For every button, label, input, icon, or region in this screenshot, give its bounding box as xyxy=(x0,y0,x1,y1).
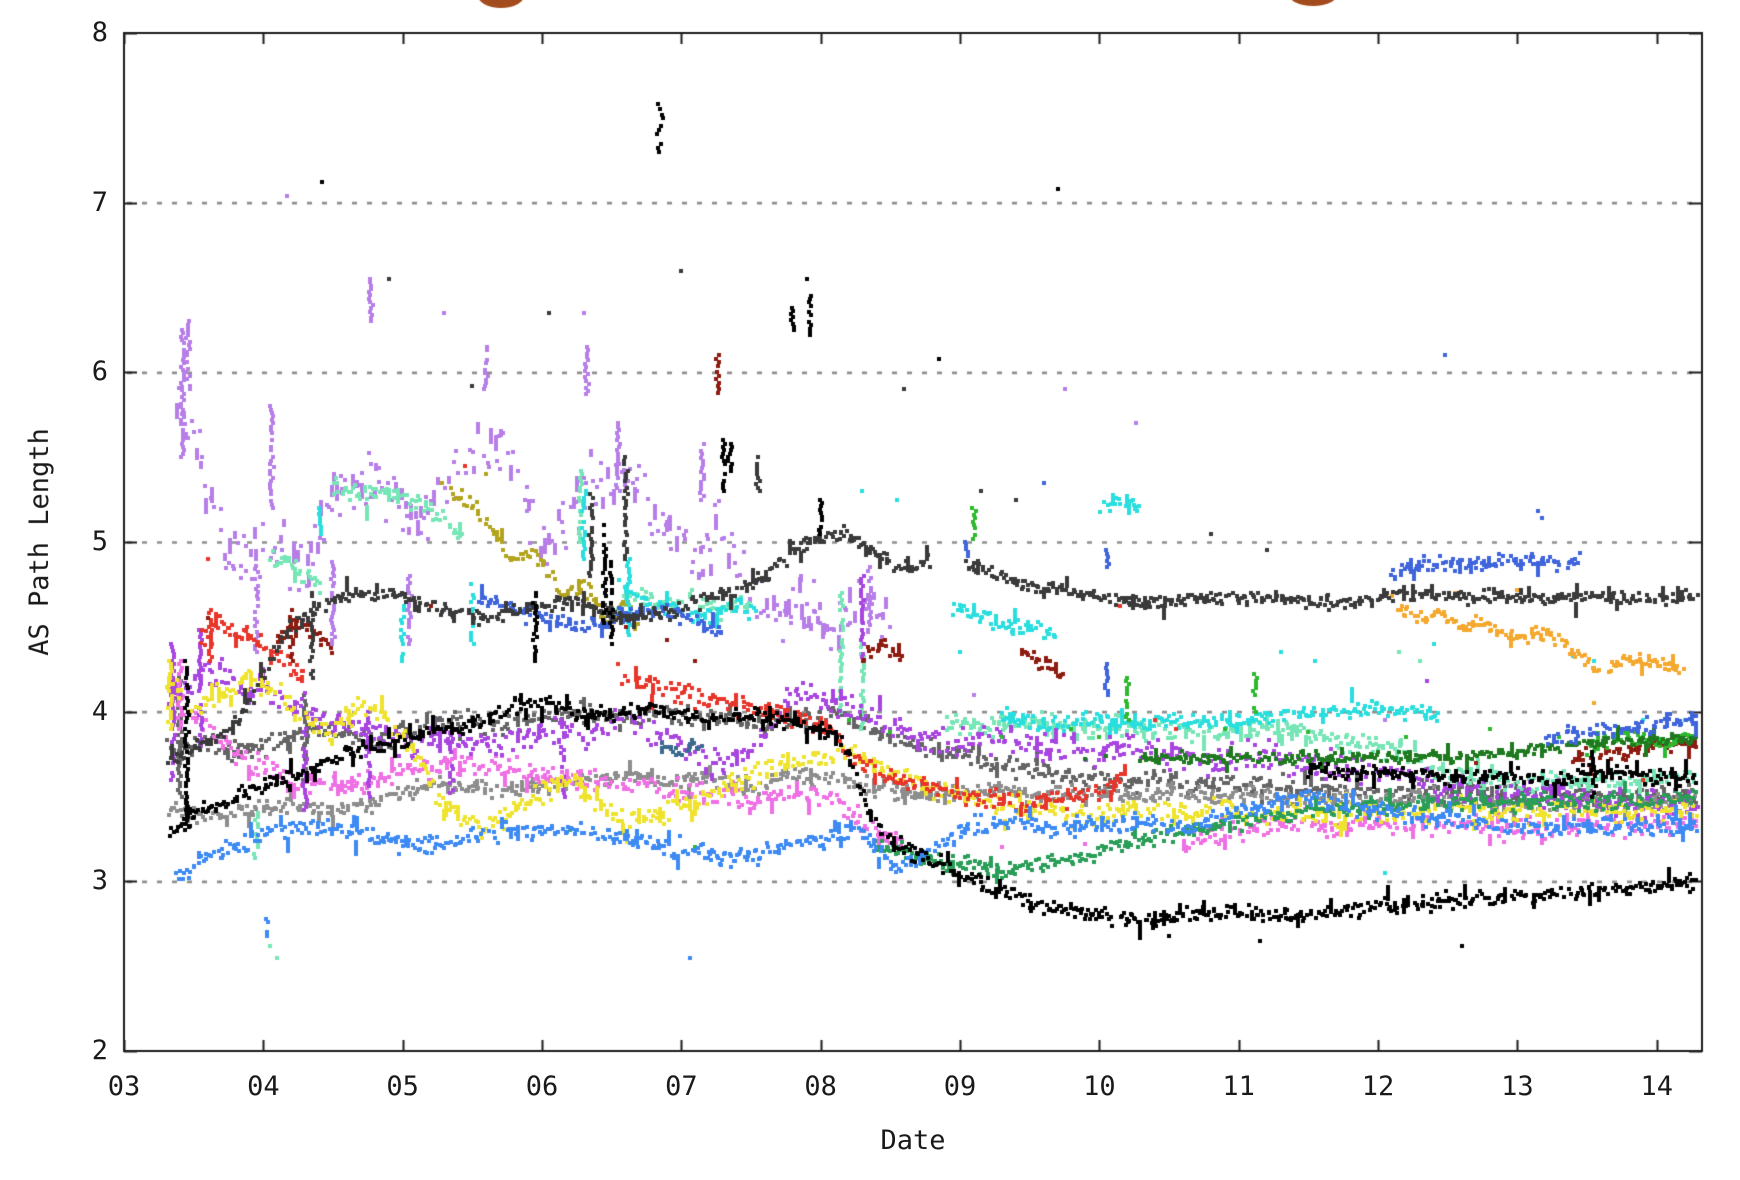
y-tick-label: 2 xyxy=(91,1035,108,1066)
x-tick-label: 05 xyxy=(386,1071,419,1102)
x-tick-label: 03 xyxy=(107,1071,141,1102)
x-tick-label: 09 xyxy=(943,1071,977,1102)
y-tick-label: 6 xyxy=(91,356,108,388)
y-tick-label: 8 xyxy=(91,17,108,48)
x-tick-label: 14 xyxy=(1640,1071,1673,1102)
x-tick-label: 13 xyxy=(1501,1071,1534,1102)
y-tick-label: 3 xyxy=(91,865,108,897)
x-tick-label: 08 xyxy=(804,1071,837,1102)
x-tick-label: 04 xyxy=(247,1071,280,1102)
x-tick-label: 10 xyxy=(1083,1071,1116,1102)
x-axis-title: Date xyxy=(880,1125,946,1156)
x-tick-label: 07 xyxy=(665,1071,698,1102)
y-tick-label: 4 xyxy=(91,695,108,727)
y-tick-label: 7 xyxy=(91,186,108,218)
x-tick-label: 12 xyxy=(1361,1071,1395,1102)
x-tick-label: 06 xyxy=(525,1071,559,1102)
y-tick-label: 5 xyxy=(91,526,108,557)
x-tick-label: 11 xyxy=(1222,1071,1255,1102)
